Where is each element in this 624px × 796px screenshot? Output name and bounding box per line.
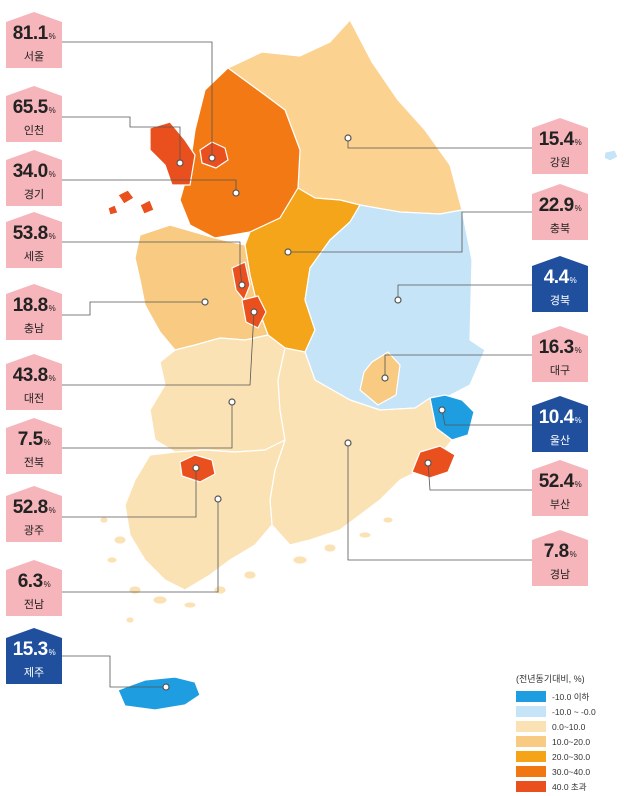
label-sejong-name: 세종 (23, 251, 45, 263)
legend-swatch (516, 736, 546, 747)
label-daegu: 16.3% 대구 (532, 326, 588, 382)
legend-swatch (516, 721, 546, 732)
legend: (전년동기대비, %) -10.0 이하 -10.0 ~ -0.0 0.0~10… (516, 672, 620, 794)
label-incheon: 65.5% 인천 (6, 86, 62, 142)
region-gyeonggi[interactable] (179, 67, 301, 239)
label-gwangju-name: 광주 (23, 525, 45, 537)
label-ulsan-value: 10.4% (538, 407, 582, 428)
region-incheon[interactable] (149, 121, 196, 186)
label-chungbuk: 22.9% 충북 (532, 184, 588, 240)
label-jeonbuk-name: 전북 (23, 457, 45, 469)
label-busan: 52.4% 부산 (532, 460, 588, 516)
leader-lines (62, 41, 532, 688)
legend-label: 0.0~10.0 (552, 721, 586, 732)
label-gyeongbuk-name: 경북 (549, 295, 571, 307)
label-jeonbuk: 7.5% 전북 (6, 418, 62, 474)
legend-title: (전년동기대비, %) (516, 674, 585, 684)
region-jeonnam[interactable] (124, 439, 286, 591)
label-gyeongnam-name: 경남 (549, 569, 571, 581)
region-daegu[interactable] (359, 351, 401, 406)
label-seoul: 81.1% 서울 (6, 12, 62, 68)
label-jeju-name: 제주 (23, 667, 45, 679)
label-seoul-name: 서울 (23, 51, 45, 63)
region-sejong[interactable] (231, 261, 251, 301)
legend-swatch (516, 706, 546, 717)
legend-label: 40.0 초과 (552, 781, 587, 792)
label-gyeongnam-value: 7.8% (543, 541, 577, 562)
label-gwangju-value: 52.8% (12, 497, 56, 518)
label-daegu-value: 16.3% (538, 337, 582, 358)
label-chungnam: 18.8% 충남 (6, 284, 62, 340)
legend-item: -10.0 ~ -0.0 (516, 704, 620, 719)
label-ulsan-name: 울산 (549, 435, 571, 447)
point-markers (162, 134, 446, 691)
region-jeonbuk[interactable] (149, 334, 286, 453)
label-gyeongbuk: 4.4% 경북 (532, 256, 588, 312)
region-busan[interactable] (411, 445, 456, 479)
legend-label: 10.0~20.0 (552, 736, 591, 747)
label-gyeongnam: 7.8% 경남 (532, 530, 588, 586)
label-gangwon-value: 15.4% (538, 129, 582, 150)
label-gyeonggi-name: 경기 (23, 189, 45, 201)
region-incheon-islands (107, 189, 155, 216)
legend-swatch (516, 781, 546, 792)
label-incheon-name: 인천 (23, 125, 45, 137)
region-jeju[interactable] (117, 676, 201, 711)
legend-label: 20.0~30.0 (552, 751, 591, 762)
label-gangwon-name: 강원 (549, 157, 571, 169)
legend-item: 10.0~20.0 (516, 734, 620, 749)
label-jeonnam-value: 6.3% (17, 571, 51, 592)
label-gyeongbuk-value: 4.4% (543, 267, 577, 288)
label-jeju-value: 15.3% (12, 639, 56, 660)
label-busan-name: 부산 (549, 499, 571, 511)
label-jeonbuk-value: 7.5% (17, 429, 51, 450)
label-jeonnam-name: 전남 (23, 599, 45, 611)
label-gyeonggi: 34.0% 경기 (6, 150, 62, 206)
label-busan-value: 52.4% (538, 471, 582, 492)
label-chungnam-name: 충남 (23, 323, 45, 335)
label-chungbuk-name: 충북 (549, 223, 571, 235)
legend-item: 20.0~30.0 (516, 749, 620, 764)
label-jeju: 15.3% 제주 (6, 628, 62, 684)
label-chungbuk-value: 22.9% (538, 195, 582, 216)
legend-swatch (516, 766, 546, 777)
label-ulsan: 10.4% 울산 (532, 396, 588, 452)
label-chungnam-value: 18.8% (12, 295, 56, 316)
legend-item: 40.0 초과 (516, 779, 620, 794)
label-daegu-name: 대구 (549, 365, 571, 377)
legend-label: -10.0 ~ -0.0 (552, 706, 596, 717)
legend-label: -10.0 이하 (552, 691, 590, 702)
legend-item: -10.0 이하 (516, 689, 620, 704)
label-gangwon: 15.4% 강원 (532, 118, 588, 174)
label-daejeon-name: 대전 (23, 393, 45, 405)
legend-swatch (516, 691, 546, 702)
label-sejong: 53.8% 세종 (6, 212, 62, 268)
label-incheon-value: 65.5% (12, 97, 56, 118)
label-daejeon-value: 43.8% (12, 365, 56, 386)
region-ulleung-island (603, 149, 619, 162)
legend-swatch (516, 751, 546, 762)
legend-label: 30.0~40.0 (552, 766, 591, 777)
label-gyeonggi-value: 34.0% (12, 161, 56, 182)
label-seoul-value: 81.1% (12, 23, 56, 44)
label-jeonnam: 6.3% 전남 (6, 560, 62, 616)
label-sejong-value: 53.8% (12, 223, 56, 244)
label-daejeon: 43.8% 대전 (6, 354, 62, 410)
legend-item: 0.0~10.0 (516, 719, 620, 734)
legend-item: 30.0~40.0 (516, 764, 620, 779)
label-gwangju: 52.8% 광주 (6, 486, 62, 542)
